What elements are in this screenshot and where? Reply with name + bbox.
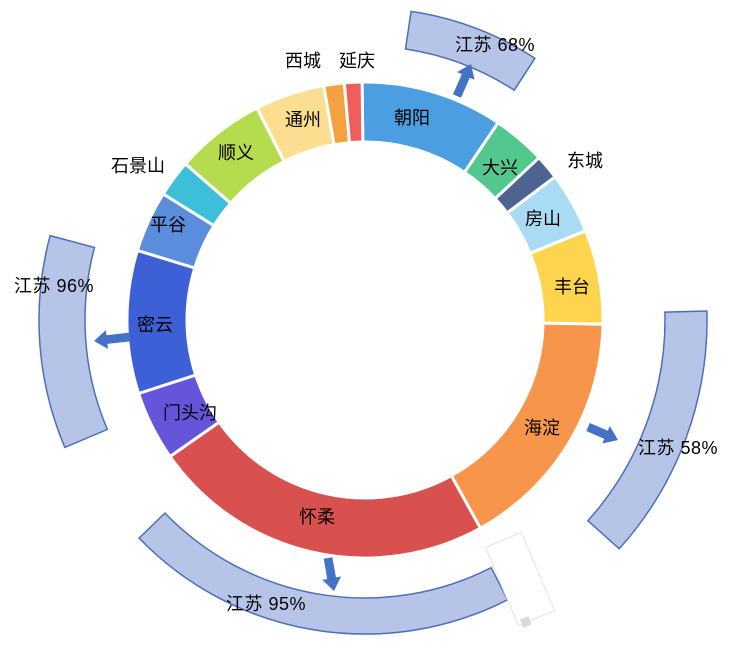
callout-arrows [94,64,618,591]
callout-arc-jiangsu-58 [586,310,708,550]
ghost-rectangle-handle [519,616,532,629]
ring-segments [125,80,605,560]
ghost-rectangle-body [484,531,556,627]
callout-arc-jiangsu-96 [38,234,109,449]
arrow-icon-jiangsu-95 [322,557,341,591]
segment-haidian [449,321,605,530]
segment-yanqing [342,80,365,145]
callout-arcs [38,10,708,635]
callout-arc-jiangsu-68 [404,10,536,92]
arrow-icon-jiangsu-68 [453,64,475,98]
segment-miyun [125,248,198,395]
ghost-rectangle [484,531,556,629]
arrow-icon-jiangsu-58 [586,423,618,444]
callout-arc-jiangsu-95 [138,512,509,635]
arrow-icon-jiangsu-96 [94,330,131,349]
segment-huairou [168,420,482,560]
